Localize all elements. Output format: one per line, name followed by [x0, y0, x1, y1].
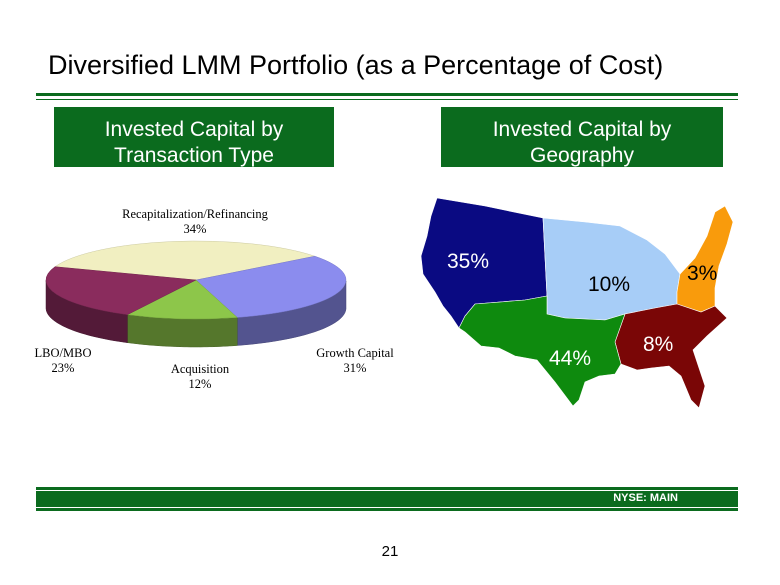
pie-slice-1	[195, 255, 347, 318]
pie-slice-side-2	[127, 314, 238, 348]
map-region-south-central	[458, 295, 626, 407]
page-number: 21	[381, 543, 399, 560]
map-label-southeast: 8%	[643, 333, 673, 356]
map-region-southeast	[614, 303, 728, 409]
map-label-midwest: 10%	[588, 273, 630, 296]
pie-label-lbo-pct: 23%	[51, 361, 75, 375]
map-label-northeast: 3%	[687, 262, 717, 285]
pie-label-recap: Recapitalization/Refinancing 34%	[120, 207, 270, 237]
transaction-type-header: Invested Capital by Transaction Type	[54, 107, 334, 167]
pie-slice-0	[54, 240, 316, 281]
map-label-south-central: 44%	[549, 347, 591, 370]
pie-label-recap-pct: 34%	[183, 222, 207, 236]
pie-slice-2	[126, 279, 238, 320]
title-rule-thin	[36, 99, 738, 100]
transaction-type-header-line2: Transaction Type	[114, 144, 274, 167]
pie-label-growth-name: Growth Capital	[316, 346, 394, 360]
geography-map-chart: 35% 10% 3% 8% 44%	[420, 197, 734, 409]
transaction-type-pie-chart	[45, 240, 347, 348]
map-region-northeast	[676, 205, 734, 313]
page-title: Diversified LMM Portfolio (as a Percenta…	[48, 50, 664, 80]
geography-header: Invested Capital by Geography	[441, 107, 723, 167]
pie-label-lbo-name: LBO/MBO	[34, 346, 92, 360]
footer-bar: NYSE: MAIN	[36, 487, 738, 511]
geography-header-line1: Invested Capital by	[492, 118, 672, 141]
map-region-midwest	[542, 217, 681, 321]
pie-label-growth-pct: 31%	[343, 361, 367, 375]
pie-label-acquisition-pct: 12%	[188, 377, 212, 391]
transaction-type-header-line1: Invested Capital by	[104, 118, 284, 141]
pie-slice-3	[45, 266, 197, 315]
pie-label-acquisition-name: Acquisition	[170, 362, 230, 376]
pie-label-acquisition: Acquisition 12%	[160, 362, 240, 392]
pie-label-growth: Growth Capital 31%	[305, 346, 405, 376]
title-rule	[36, 93, 738, 96]
map-label-west: 35%	[447, 250, 489, 273]
pie-label-lbo: LBO/MBO 23%	[28, 346, 98, 376]
geography-header-line2: Geography	[530, 144, 634, 167]
footer-ticker: NYSE: MAIN	[613, 492, 678, 504]
pie-label-recap-name: Recapitalization/Refinancing	[122, 207, 268, 221]
